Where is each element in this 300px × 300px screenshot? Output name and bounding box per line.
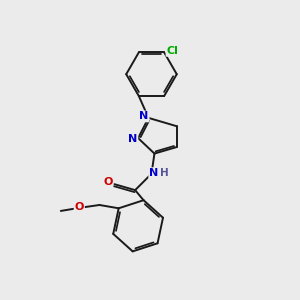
Text: H: H [160,168,168,178]
Text: O: O [103,177,112,188]
Text: N: N [128,134,137,144]
Text: Cl: Cl [167,46,178,56]
Text: N: N [140,111,149,122]
Text: N: N [149,168,158,178]
Text: O: O [75,202,84,212]
